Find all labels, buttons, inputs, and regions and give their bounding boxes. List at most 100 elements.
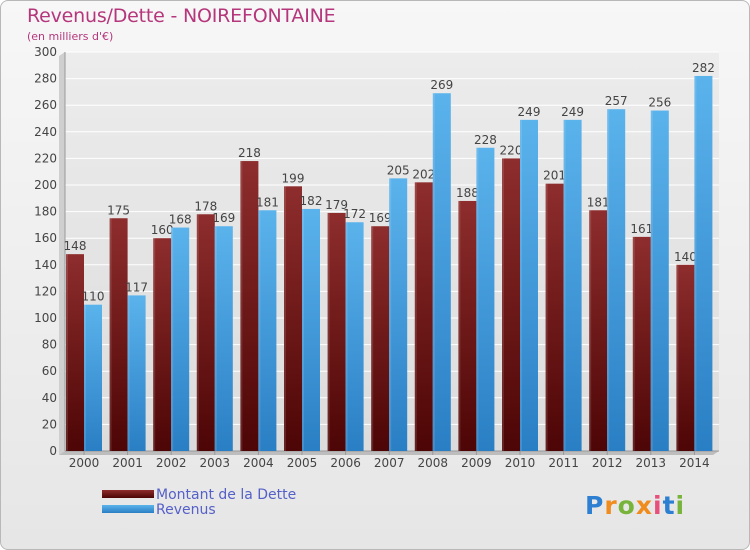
bar-revenus bbox=[127, 295, 146, 451]
bar-revenus-highlight bbox=[650, 110, 653, 452]
x-tick-label: 2011 bbox=[548, 456, 579, 470]
bar-revenus-highlight bbox=[84, 304, 86, 451]
data-label: 169 bbox=[369, 211, 392, 225]
bar-revenus bbox=[389, 178, 408, 451]
data-label: 188 bbox=[456, 186, 479, 200]
plot-side-wall bbox=[59, 52, 65, 455]
data-label: 140 bbox=[674, 250, 697, 264]
x-tick-label: 2000 bbox=[69, 456, 100, 470]
bar-dette-highlight bbox=[545, 183, 548, 452]
y-tick-label: 200 bbox=[34, 178, 57, 192]
data-label: 218 bbox=[238, 146, 261, 160]
data-label: 205 bbox=[387, 163, 410, 177]
bar-revenus-highlight bbox=[258, 210, 261, 451]
data-label: 228 bbox=[474, 133, 497, 147]
legend-label-debt: Montant de la Dette bbox=[156, 487, 297, 503]
data-label: 249 bbox=[518, 105, 541, 119]
x-tick-label: 2014 bbox=[679, 456, 710, 470]
bar-revenus-highlight bbox=[476, 147, 479, 451]
bar-dette bbox=[153, 238, 172, 451]
bar-revenus bbox=[171, 227, 190, 451]
bar-revenus-highlight bbox=[607, 109, 610, 451]
bar-revenus bbox=[563, 119, 582, 451]
data-label: 181 bbox=[587, 195, 610, 209]
x-tick-label: 2002 bbox=[156, 456, 187, 470]
bar-dette bbox=[676, 264, 695, 451]
bar-dette bbox=[240, 161, 259, 451]
data-label: 117 bbox=[125, 280, 148, 294]
data-label: 161 bbox=[630, 222, 653, 236]
bar-dette-highlight bbox=[589, 210, 592, 451]
data-label: 256 bbox=[648, 96, 671, 110]
data-label: 181 bbox=[256, 195, 279, 209]
y-tick-label: 100 bbox=[34, 311, 57, 325]
x-tick-label: 2012 bbox=[592, 456, 623, 470]
bar-revenus-highlight bbox=[127, 295, 130, 451]
y-tick-label: 160 bbox=[34, 231, 57, 245]
bar-dette-highlight bbox=[632, 236, 635, 451]
bar-dette-highlight bbox=[109, 218, 112, 451]
bar-revenus bbox=[520, 119, 538, 451]
data-label: 182 bbox=[300, 194, 323, 208]
bar-revenus-highlight bbox=[694, 75, 697, 451]
bar-dette bbox=[414, 182, 433, 451]
data-label: 257 bbox=[605, 94, 628, 108]
data-label: 269 bbox=[430, 78, 453, 92]
bar-revenus bbox=[214, 226, 233, 451]
bar-dette-highlight bbox=[240, 161, 243, 451]
bar-revenus-highlight bbox=[520, 119, 522, 451]
x-tick-label: 2006 bbox=[330, 456, 361, 470]
bar-dette bbox=[502, 158, 520, 451]
data-label: 220 bbox=[500, 143, 523, 157]
bar-revenus bbox=[302, 208, 320, 451]
bar-revenus-highlight bbox=[214, 226, 217, 451]
bar-revenus-highlight bbox=[302, 208, 304, 451]
x-tick-label: 2001 bbox=[112, 456, 143, 470]
chart-title: Revenus/Dette - NOIREFONTAINE bbox=[27, 5, 336, 27]
x-tick-label: 2003 bbox=[200, 456, 231, 470]
bar-dette-highlight bbox=[196, 214, 199, 451]
bar-dette bbox=[371, 226, 390, 451]
y-tick-label: 140 bbox=[34, 258, 57, 272]
bar-revenus bbox=[650, 110, 669, 452]
proxiti-logo: Proxiti bbox=[585, 491, 686, 520]
bar-revenus bbox=[84, 304, 102, 451]
bar-dette bbox=[66, 254, 84, 451]
chart-subtitle: (en milliers d'€) bbox=[27, 30, 114, 43]
bar-dette-highlight bbox=[284, 186, 286, 451]
y-tick-label: 280 bbox=[34, 72, 57, 86]
bar-revenus-highlight bbox=[171, 227, 174, 451]
bar-dette bbox=[458, 200, 477, 451]
data-label: 179 bbox=[325, 198, 348, 212]
bar-revenus bbox=[607, 109, 626, 451]
bar-dette bbox=[632, 236, 651, 451]
y-tick-label: 40 bbox=[42, 391, 57, 405]
legend-label-revenus: Revenus bbox=[156, 502, 216, 518]
x-tick-label: 2009 bbox=[461, 456, 492, 470]
bar-revenus bbox=[432, 93, 451, 451]
y-tick-label: 220 bbox=[34, 151, 57, 165]
x-tick-label: 2007 bbox=[374, 456, 405, 470]
data-label: 168 bbox=[169, 213, 192, 227]
legend-swatch-revenus bbox=[102, 505, 154, 513]
y-tick-label: 20 bbox=[42, 417, 57, 431]
data-label: 282 bbox=[692, 61, 715, 75]
data-label: 172 bbox=[343, 207, 366, 221]
y-tick-label: 260 bbox=[34, 98, 57, 112]
legend-swatch-debt bbox=[102, 490, 154, 498]
data-label: 175 bbox=[107, 203, 130, 217]
bar-dette-highlight bbox=[502, 158, 504, 451]
data-label: 249 bbox=[561, 105, 584, 119]
bar-revenus-highlight bbox=[563, 119, 566, 451]
bar-dette-highlight bbox=[414, 182, 417, 451]
bar-dette bbox=[284, 186, 302, 451]
data-label: 199 bbox=[282, 171, 305, 185]
data-label: 178 bbox=[194, 199, 217, 213]
data-label: 201 bbox=[543, 169, 566, 183]
x-tick-label: 2008 bbox=[418, 456, 449, 470]
data-label: 160 bbox=[151, 223, 174, 237]
data-label: 148 bbox=[64, 239, 87, 253]
y-tick-label: 80 bbox=[42, 338, 57, 352]
data-label: 169 bbox=[212, 211, 235, 225]
